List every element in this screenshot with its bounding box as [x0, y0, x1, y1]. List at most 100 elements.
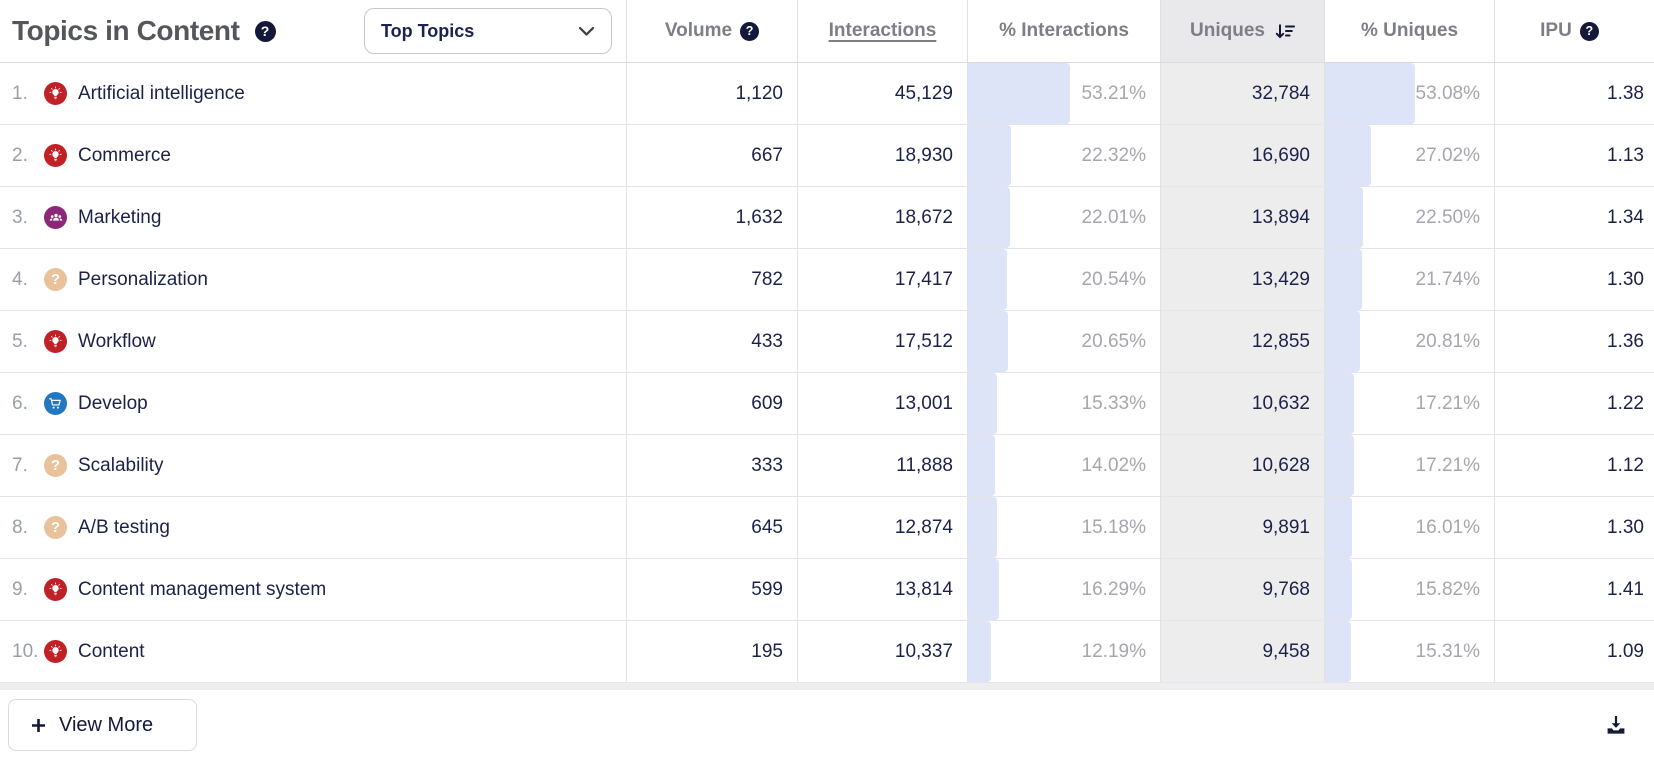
- table-body: 1.: [0, 63, 1654, 683]
- ipu-value: 1.09: [1607, 640, 1644, 662]
- interactions-cell: 13,814: [797, 559, 967, 620]
- people-icon: [49, 213, 62, 221]
- column-header-ipu[interactable]: IPU ?: [1494, 0, 1654, 62]
- pct-uniques-bar: [1325, 63, 1415, 124]
- ipu-value: 1.38: [1607, 82, 1644, 104]
- sort-descending-icon: [1275, 23, 1295, 40]
- ipu-value: 1.22: [1607, 392, 1644, 414]
- uniques-value: 9,768: [1262, 578, 1310, 600]
- topic-cell[interactable]: 7.: [0, 435, 626, 496]
- volume-value: 645: [751, 516, 783, 538]
- table-row[interactable]: 2.: [0, 125, 1654, 187]
- pct-interactions-bar: [968, 187, 1011, 248]
- volume-cell: 599: [626, 559, 797, 620]
- download-button[interactable]: [1604, 713, 1628, 737]
- topic-label: A/B testing: [78, 516, 170, 538]
- uniques-cell: 10,632: [1160, 373, 1324, 434]
- pct-interactions-value: 12.19%: [1081, 640, 1146, 662]
- table-row[interactable]: 1.: [0, 63, 1654, 125]
- topic-cell[interactable]: 6.: [0, 373, 626, 434]
- topic-icon: ?: [44, 516, 67, 539]
- cart-icon: [48, 398, 61, 409]
- table-row[interactable]: 3.: [0, 187, 1654, 249]
- topic-cell[interactable]: 5.: [0, 311, 626, 372]
- uniques-cell: 9,891: [1160, 497, 1324, 558]
- pct-uniques-bar: [1325, 311, 1361, 372]
- table-row[interactable]: 7.: [0, 435, 1654, 497]
- pct-interactions-value: 53.21%: [1081, 82, 1146, 104]
- table-row[interactable]: 5.: [0, 311, 1654, 373]
- pct-uniques-cell: 22.50%: [1324, 187, 1494, 248]
- volume-cell: 1,632: [626, 187, 797, 248]
- ipu-cell: 1.38: [1494, 63, 1654, 124]
- uniques-value: 10,632: [1251, 392, 1310, 414]
- interactions-value: 13,814: [894, 578, 953, 600]
- topic-icon: ?: [44, 206, 67, 229]
- ipu-value: 1.41: [1607, 578, 1644, 600]
- table-row[interactable]: 4.: [0, 249, 1654, 311]
- volume-cell: 782: [626, 249, 797, 310]
- table-row[interactable]: 9.: [0, 559, 1654, 621]
- topic-icon: ?: [44, 82, 67, 105]
- volume-value: 1,632: [735, 206, 783, 228]
- pct-uniques-bar: [1325, 559, 1352, 620]
- topic-icon: ?: [44, 454, 67, 477]
- topic-cell[interactable]: 3.: [0, 187, 626, 248]
- topic-label: Marketing: [78, 206, 162, 228]
- topic-cell[interactable]: 9.: [0, 559, 626, 620]
- column-header-volume[interactable]: Volume ?: [626, 0, 797, 62]
- pct-interactions-cell: 15.33%: [967, 373, 1160, 434]
- topic-icon: ?: [44, 578, 67, 601]
- pct-uniques-bar: [1325, 187, 1364, 248]
- pct-uniques-bar: [1325, 497, 1353, 558]
- widget-footer: View More: [0, 690, 1654, 760]
- lightbulb-icon: [49, 148, 62, 162]
- pct-interactions-cell: 20.65%: [967, 311, 1160, 372]
- column-header-pct-interactions[interactable]: % Interactions: [967, 0, 1160, 62]
- topic-cell[interactable]: 10.: [0, 621, 626, 682]
- uniques-value: 16,690: [1251, 144, 1310, 166]
- plus-icon: [32, 718, 45, 732]
- interactions-value: 10,337: [894, 640, 953, 662]
- topic-icon: ?: [44, 330, 67, 353]
- interactions-cell: 12,874: [797, 497, 967, 558]
- column-header-interactions[interactable]: Interactions: [797, 0, 967, 62]
- topic-icon: ?: [44, 392, 67, 415]
- pct-interactions-bar: [968, 311, 1008, 372]
- pct-interactions-value: 20.54%: [1081, 268, 1146, 290]
- topic-cell[interactable]: 4.: [0, 249, 626, 310]
- topic-cell[interactable]: 2.: [0, 125, 626, 186]
- pct-interactions-cell: 22.01%: [967, 187, 1160, 248]
- pct-interactions-bar: [968, 497, 998, 558]
- topic-cell[interactable]: 8.: [0, 497, 626, 558]
- pct-uniques-value: 17.21%: [1415, 454, 1480, 476]
- pct-uniques-cell: 21.74%: [1324, 249, 1494, 310]
- topic-cell[interactable]: 1.: [0, 63, 626, 124]
- ipu-cell: 1.34: [1494, 187, 1654, 248]
- ipu-help-icon[interactable]: ?: [1579, 21, 1599, 41]
- column-header-pct-uniques[interactable]: % Uniques: [1324, 0, 1494, 62]
- rank-label: 1.: [12, 82, 28, 104]
- view-more-button[interactable]: View More: [8, 699, 197, 751]
- volume-value: 195: [751, 640, 783, 662]
- volume-value: 1,120: [735, 82, 783, 104]
- volume-value: 433: [751, 330, 783, 352]
- interactions-cell: 17,512: [797, 311, 967, 372]
- table-row[interactable]: 8.: [0, 497, 1654, 559]
- interactions-value: 17,512: [894, 330, 953, 352]
- pct-uniques-cell: 17.21%: [1324, 435, 1494, 496]
- volume-help-icon[interactable]: ?: [740, 21, 760, 41]
- table-row[interactable]: 10.: [0, 621, 1654, 683]
- interactions-value: 12,874: [894, 516, 953, 538]
- ipu-value: 1.34: [1607, 206, 1644, 228]
- pct-uniques-value: 21.74%: [1415, 268, 1480, 290]
- topic-label: Develop: [78, 392, 148, 414]
- lightbulb-icon: [49, 86, 62, 100]
- question-icon: ?: [50, 519, 61, 536]
- column-header-uniques[interactable]: Uniques: [1160, 0, 1324, 62]
- pct-interactions-cell: 16.29%: [967, 559, 1160, 620]
- topic-icon: ?: [44, 144, 67, 167]
- top-topics-dropdown[interactable]: Top Topics: [364, 8, 612, 54]
- title-help-icon[interactable]: ?: [254, 20, 276, 42]
- table-row[interactable]: 6.: [0, 373, 1654, 435]
